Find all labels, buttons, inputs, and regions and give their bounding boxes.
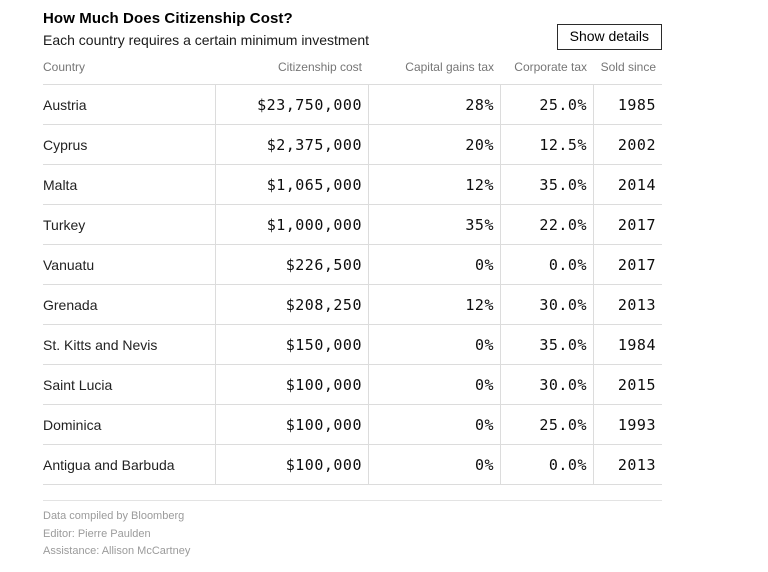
table-row: Turkey $1,000,000 35% 22.0% 2017 [43, 205, 662, 245]
cell-corporate-tax: 30.0% [500, 285, 593, 324]
column-header-citizenship-cost: Citizenship cost [277, 60, 362, 74]
cell-citizenship-cost: $208,250 [215, 285, 368, 324]
cell-country: Vanuatu [43, 256, 95, 273]
cell-capital-gains-tax: 0% [368, 365, 500, 404]
table-row: Malta $1,065,000 12% 35.0% 2014 [43, 165, 662, 205]
cell-capital-gains-tax: 35% [368, 205, 500, 244]
column-header-capital-gains-tax: Capital gains tax [405, 60, 494, 74]
footer-credit-assistance: Assistance: Allison McCartney [43, 545, 191, 557]
footer-credit-source: Data compiled by Bloomberg [43, 510, 185, 522]
cell-capital-gains-tax: 12% [368, 165, 500, 204]
table-row: Vanuatu $226,500 0% 0.0% 2017 [43, 245, 662, 285]
column-header-sold-since: Sold since [600, 60, 656, 74]
cell-capital-gains-tax: 0% [368, 325, 500, 364]
cell-corporate-tax: 12.5% [500, 125, 593, 164]
table-row: Antigua and Barbuda $100,000 0% 0.0% 201… [43, 445, 662, 485]
cell-corporate-tax: 25.0% [500, 405, 593, 444]
chart-title: How Much Does Citizenship Cost? [43, 10, 293, 27]
graphic-content: How Much Does Citizenship Cost? Each cou… [43, 9, 662, 561]
cell-corporate-tax: 22.0% [500, 205, 593, 244]
cell-corporate-tax: 35.0% [500, 165, 593, 204]
cell-citizenship-cost: $100,000 [215, 445, 368, 484]
table-row: Grenada $208,250 12% 30.0% 2013 [43, 285, 662, 325]
cell-citizenship-cost: $100,000 [215, 365, 368, 404]
cell-sold-since: 2014 [593, 165, 662, 204]
cell-country: Dominica [43, 416, 102, 433]
cell-citizenship-cost: $23,750,000 [215, 85, 368, 124]
title-block: How Much Does Citizenship Cost? Each cou… [43, 9, 369, 49]
cell-country: Turkey [43, 216, 86, 233]
cell-citizenship-cost: $150,000 [215, 325, 368, 364]
column-header-country: Country [43, 60, 86, 74]
cell-citizenship-cost: $1,000,000 [215, 205, 368, 244]
cell-capital-gains-tax: 28% [368, 85, 500, 124]
cell-capital-gains-tax: 0% [368, 405, 500, 444]
table-column-headers: Country Citizenship cost Capital gains t… [43, 60, 662, 74]
citizenship-cost-table: Austria $23,750,000 28% 25.0% 1985 Cypru… [43, 84, 662, 485]
cell-corporate-tax: 0.0% [500, 245, 593, 284]
cell-sold-since: 2002 [593, 125, 662, 164]
graphic-footer: Data compiled by Bloomberg Editor: Pierr… [43, 500, 662, 561]
cell-citizenship-cost: $2,375,000 [215, 125, 368, 164]
cell-citizenship-cost: $100,000 [215, 405, 368, 444]
cell-capital-gains-tax: 0% [368, 245, 500, 284]
cell-sold-since: 1993 [593, 405, 662, 444]
table-row: Austria $23,750,000 28% 25.0% 1985 [43, 85, 662, 125]
cell-sold-since: 2017 [593, 245, 662, 284]
show-details-button[interactable]: Show details [556, 24, 662, 50]
cell-sold-since: 2013 [593, 285, 662, 324]
table-row: St. Kitts and Nevis $150,000 0% 35.0% 19… [43, 325, 662, 365]
cell-country: Austria [43, 96, 87, 113]
cell-citizenship-cost: $226,500 [215, 245, 368, 284]
cell-sold-since: 2013 [593, 445, 662, 484]
table-row: Cyprus $2,375,000 20% 12.5% 2002 [43, 125, 662, 165]
cell-corporate-tax: 0.0% [500, 445, 593, 484]
cell-capital-gains-tax: 0% [368, 445, 500, 484]
chart-subtitle: Each country requires a certain minimum … [43, 32, 370, 48]
column-header-corporate-tax: Corporate tax [514, 60, 587, 74]
cell-country: Cyprus [43, 136, 88, 153]
cell-sold-since: 2017 [593, 205, 662, 244]
cell-corporate-tax: 30.0% [500, 365, 593, 404]
cell-capital-gains-tax: 20% [368, 125, 500, 164]
cell-country: Saint Lucia [43, 376, 113, 393]
footer-credit-editor: Editor: Pierre Paulden [43, 527, 151, 540]
cell-sold-since: 2015 [593, 365, 662, 404]
graphic-header: How Much Does Citizenship Cost? Each cou… [43, 9, 662, 50]
cell-country: Grenada [43, 296, 98, 313]
table-row: Saint Lucia $100,000 0% 30.0% 2015 [43, 365, 662, 405]
cell-sold-since: 1984 [593, 325, 662, 364]
cell-corporate-tax: 35.0% [500, 325, 593, 364]
cell-citizenship-cost: $1,065,000 [215, 165, 368, 204]
cell-corporate-tax: 25.0% [500, 85, 593, 124]
cell-country: St. Kitts and Nevis [43, 336, 158, 353]
cell-country: Malta [43, 176, 78, 193]
table-row: Dominica $100,000 0% 25.0% 1993 [43, 405, 662, 445]
cell-capital-gains-tax: 12% [368, 285, 500, 324]
cell-country: Antigua and Barbuda [43, 456, 175, 473]
cell-sold-since: 1985 [593, 85, 662, 124]
